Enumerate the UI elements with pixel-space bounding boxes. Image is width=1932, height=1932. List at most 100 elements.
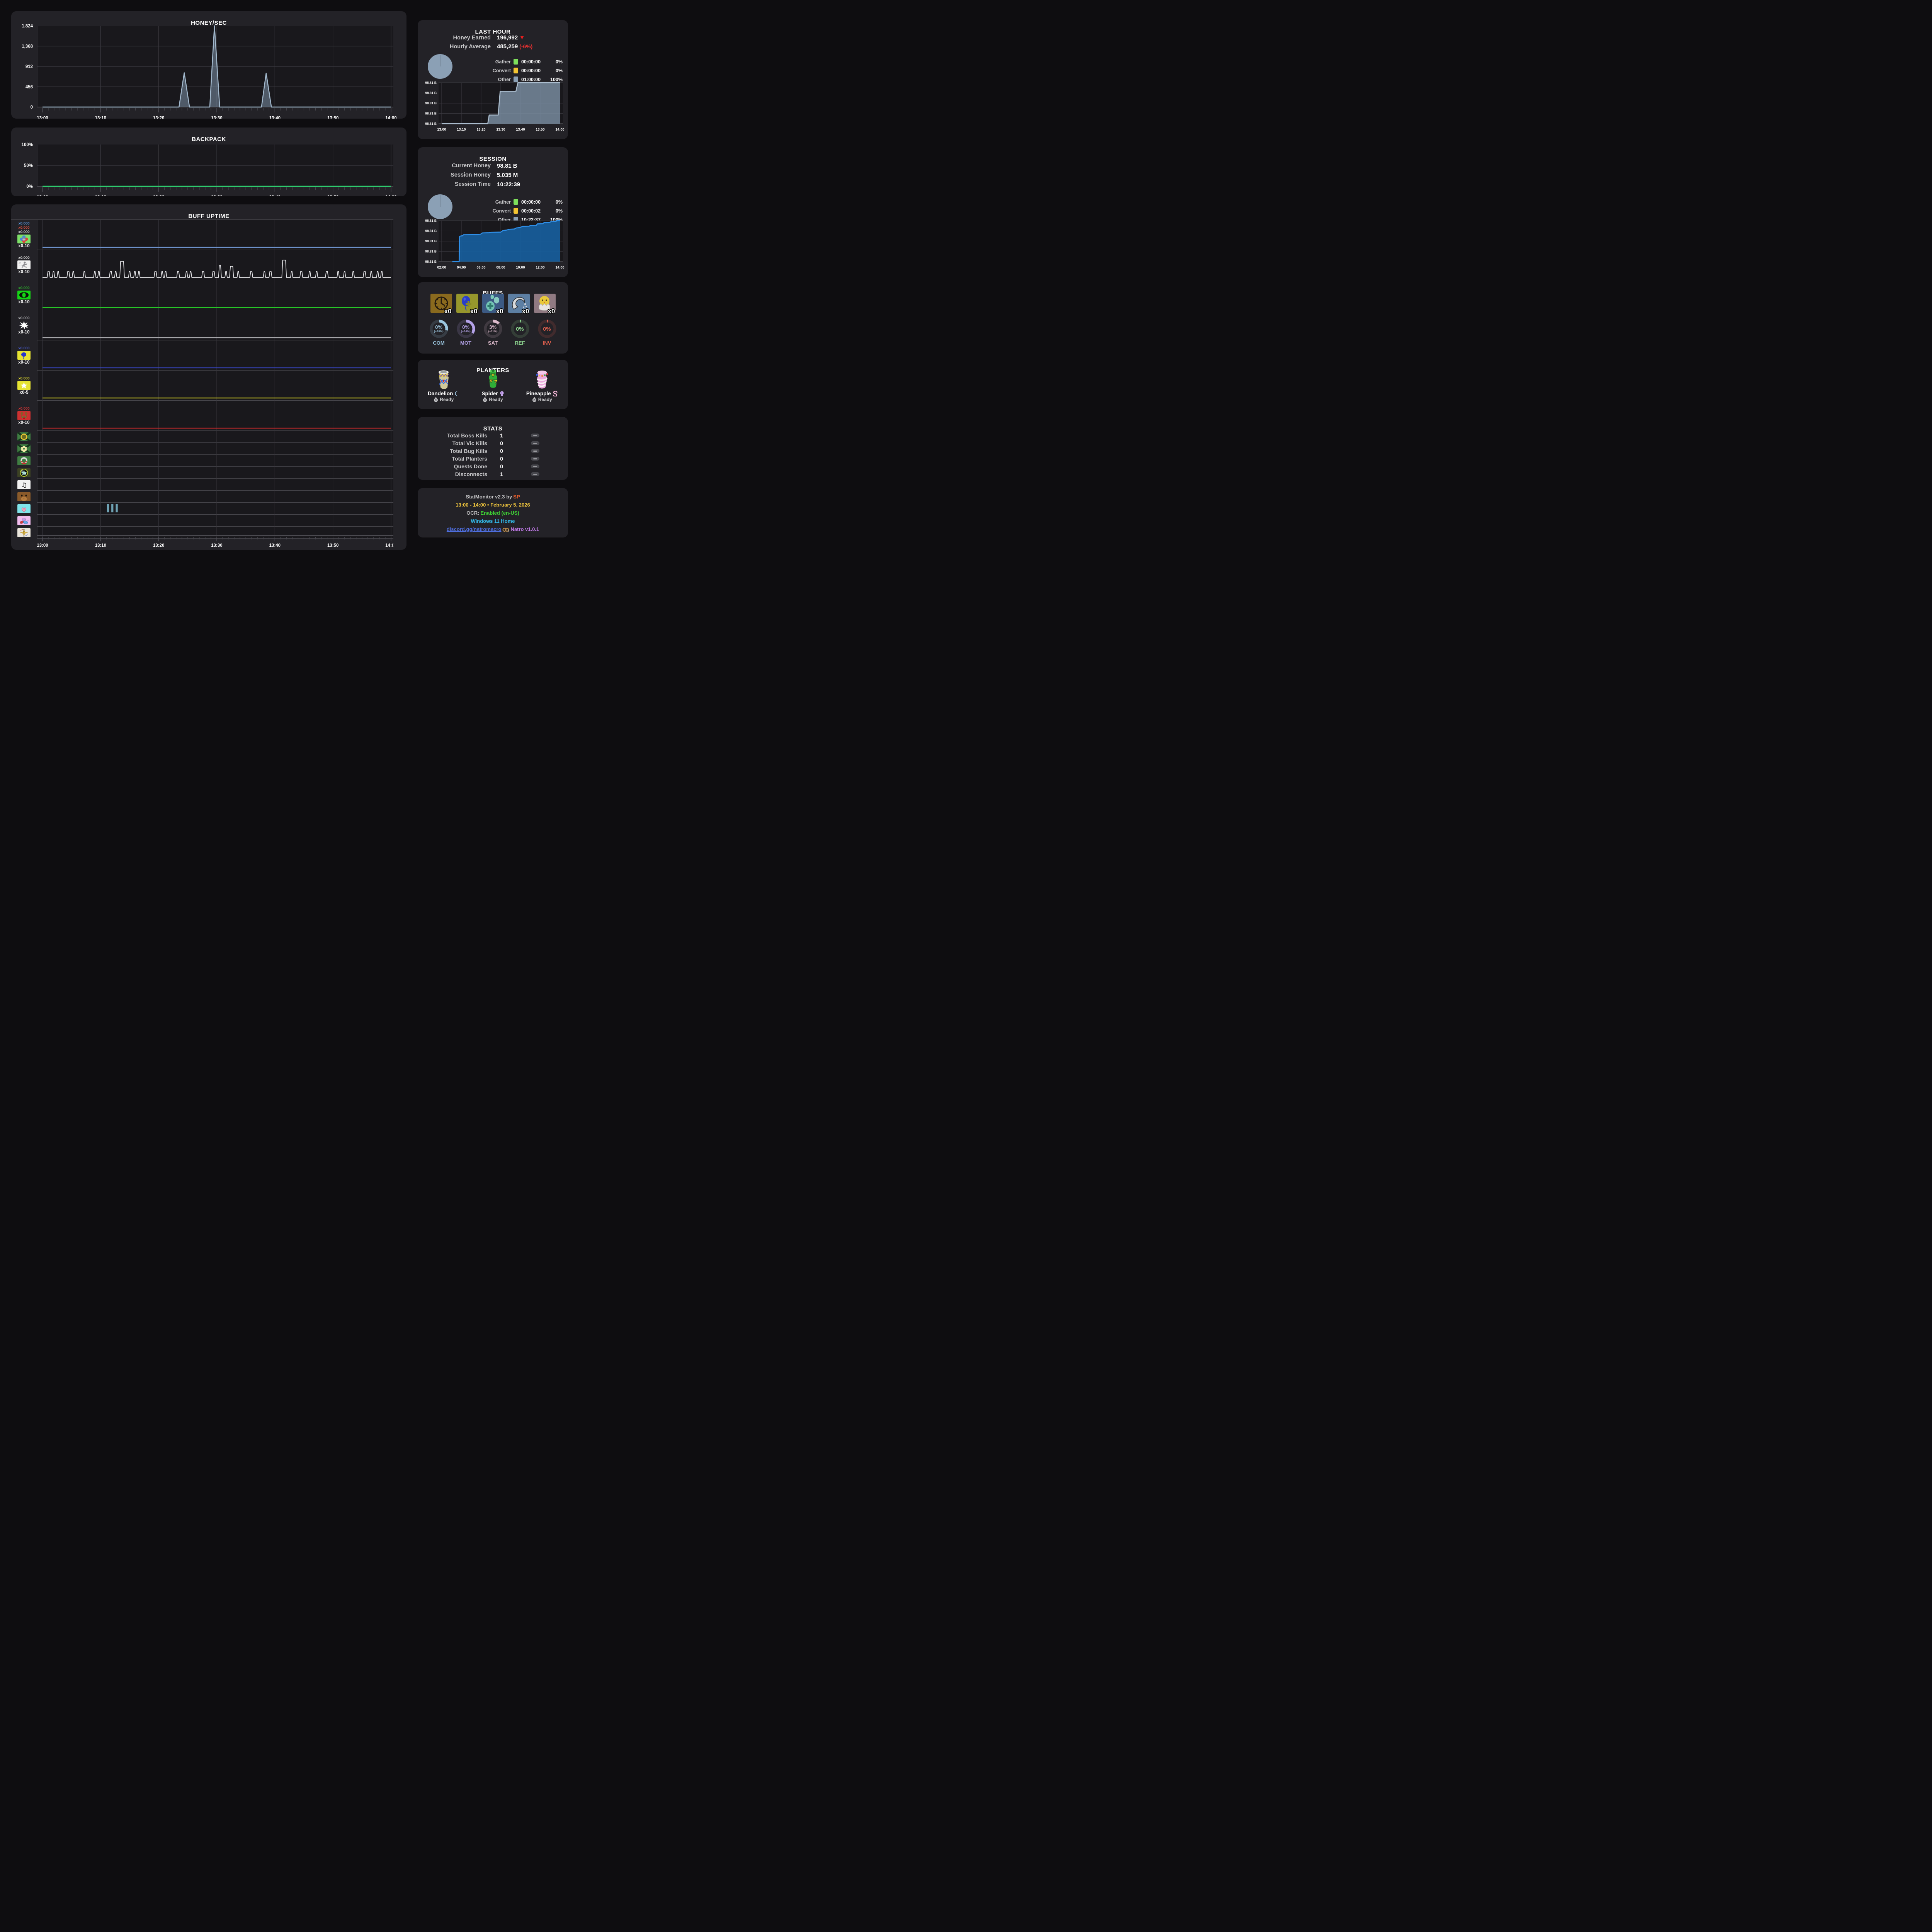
legend-swatch [514, 59, 518, 65]
planter-name: Pineapple [519, 391, 565, 396]
legend-row: Gather 00:00:00 0% [495, 199, 563, 205]
buff-uptime-title: BUFF UPTIME [188, 213, 230, 220]
planter-status: Ready [519, 397, 565, 402]
buff-row: x0.000 x0-10 [11, 310, 393, 340]
buff-row: x0.000 x0-10 [11, 280, 393, 310]
svg-text:N: N [23, 529, 24, 531]
buff-row [11, 515, 393, 527]
buff-range-label: x0-10 [18, 243, 30, 248]
legend-swatch [514, 208, 518, 214]
moon-icon [454, 391, 459, 396]
discord-link[interactable]: discord.gg/natromacro [446, 526, 502, 532]
buff-multiplier: x0.000 [18, 346, 30, 350]
stat-kv-row: Hourly Average 485,259 (-6%) [449, 43, 533, 50]
legend-row: Convert 00:00:00 0% [492, 68, 563, 73]
buff-range-label: x0-5 [19, 390, 29, 395]
antlers-icon [17, 411, 31, 420]
runner-icon [17, 260, 31, 269]
dandelion-planter-icon [420, 369, 467, 390]
buff-range-label: x0-10 [18, 269, 30, 274]
svg-text:08:00: 08:00 [496, 265, 505, 269]
footer-line: discord.gg/natromacro Natro v1.0.1 [421, 525, 565, 533]
svg-text:0%: 0% [26, 184, 33, 189]
stats-row: Disconnects 1 [422, 470, 563, 478]
starburst-icon [17, 320, 31, 330]
svg-text:13:00: 13:00 [37, 543, 48, 548]
svg-text:♫: ♫ [21, 481, 27, 489]
trend-dash-badge [531, 441, 539, 445]
swirl-icon [553, 391, 558, 396]
session-values: Current Honey 98.81 B Session Honey 5.035 M… [423, 161, 563, 189]
buff-row [11, 491, 393, 503]
last-hour-panel: LAST HOUR Honey Earned 196,992 ▼ Hourly Av… [418, 20, 568, 139]
svg-text:100%: 100% [22, 143, 33, 147]
balloon-icon [17, 350, 31, 360]
gauge-ref: 0% REF [509, 318, 531, 346]
stats-panel: STATS Total Boss Kills 1 Total Vic Kills 0 T… [418, 417, 568, 480]
legend-row: Gather 00:00:00 0% [495, 59, 563, 65]
stats-row: Total Planters 0 [422, 455, 563, 463]
stopwatch-icon [532, 397, 537, 402]
session-pie-chart [428, 194, 452, 219]
svg-text:13:30: 13:30 [211, 116, 222, 119]
buff-row: ♫ [11, 479, 393, 491]
stat-kv-row: Session Time 10:22:39 [454, 181, 520, 188]
trend-dash-badge [531, 434, 539, 437]
svg-text:10:00: 10:00 [516, 265, 525, 269]
footer-lines: StatMonitor v2.3 by SP 13:00 - 14:00 • Fe… [421, 493, 565, 533]
svg-text:14:00: 14:00 [385, 195, 396, 196]
natro-logo-icon [502, 525, 509, 533]
svg-text:14:00: 14:00 [385, 116, 396, 119]
svg-text:13:10: 13:10 [457, 128, 466, 131]
svg-text:98.81 B: 98.81 B [425, 122, 437, 126]
svg-text:13:50: 13:50 [536, 128, 544, 131]
footer-panel: StatMonitor v2.3 by SP 13:00 - 14:00 • Fe… [418, 488, 568, 537]
svg-text:912: 912 [26, 65, 33, 69]
svg-text:13:40: 13:40 [269, 116, 281, 119]
buff-row [11, 443, 393, 455]
svg-text:1,368: 1,368 [22, 44, 33, 49]
buff-range-label: x0-10 [18, 299, 30, 304]
last-hour-values: Honey Earned 196,992 ▼ Hourly Average 485,2… [423, 33, 563, 51]
pineapple-planter-icon [519, 369, 565, 390]
stat-kv-row: Honey Earned 196,992 ▼ [453, 34, 525, 41]
planter-name: Spider [470, 391, 516, 396]
buff-count: x0 [496, 308, 503, 315]
planter-items: Dandelion Ready Spider Ready Pineapple Rea… [418, 369, 568, 402]
session-panel: SESSION Current Honey 98.81 B Session Hone… [418, 147, 568, 277]
chick-buff-icon: x0 [534, 294, 556, 315]
svg-text:14:00: 14:00 [385, 543, 393, 548]
svg-text:13:30: 13:30 [496, 128, 505, 131]
buff-multiplier: x0.000 [18, 316, 30, 320]
session-mini-chart: 98.81 B98.81 B98.81 B98.81 B98.81 B02:00… [425, 219, 564, 269]
svg-text:13:40: 13:40 [516, 128, 525, 131]
gauge-sat: 3% (+11%) SAT [482, 318, 504, 346]
legend-swatch [514, 77, 518, 82]
buff-multiplier: x0.000 [18, 221, 30, 226]
footer-line: OCR: Enabled (en-US) [466, 510, 519, 516]
svg-text:13:20: 13:20 [476, 128, 485, 131]
svg-text:02:00: 02:00 [437, 265, 446, 269]
stat-kv-row: Session Honey 5.035 M [451, 172, 518, 179]
buffs-panel: BUFFS x0 x0 x0 x0 x0 0% (+28%) COM 0% (+34%) MOT 3… [418, 282, 568, 354]
buff-uptime-panel: BUFF UPTIME x0.000 x0.000 x0.000 x0-10 x0.00… [11, 204, 406, 550]
footer-line: Windows 11 Home [471, 518, 515, 524]
svg-text:13:00: 13:00 [37, 116, 48, 119]
svg-text:98.81 B: 98.81 B [425, 239, 437, 243]
balloon-buff-icon: x0 [456, 294, 478, 315]
buff-row: x0.000 x0-10 [11, 340, 393, 371]
statmonitor-window: { "app": {"background":"#0e0d10","panel"… [0, 0, 580, 560]
buff-multiplier: x0.000 [18, 225, 30, 230]
flower-mark-icon [17, 444, 31, 453]
svg-text:13:20: 13:20 [153, 195, 164, 196]
stats-row: Total Boss Kills 1 [422, 432, 563, 439]
buff-count: x0 [470, 308, 478, 315]
buff-range-label: x0-10 [18, 360, 30, 365]
stats-row: Quests Done 0 [422, 463, 563, 470]
planter-status: Ready [470, 397, 516, 402]
legend-swatch [514, 68, 518, 73]
planter-status: Ready [420, 397, 467, 402]
svg-text:13:40: 13:40 [269, 195, 281, 196]
hex-mark-icon [17, 432, 31, 441]
